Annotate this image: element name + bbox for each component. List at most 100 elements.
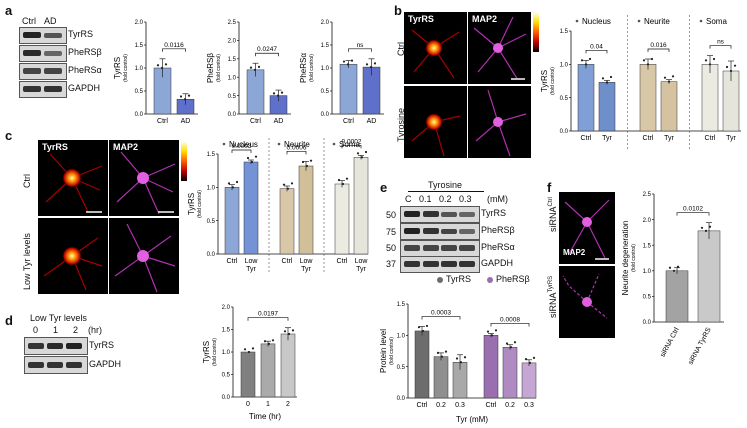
y-axis-sublabel: (fold control)	[216, 54, 222, 82]
p-value-label: 0.04	[590, 43, 603, 50]
significance-bracket	[676, 212, 710, 216]
y-tick-label: 1.5	[135, 43, 144, 49]
y-tick-label: 2.0	[222, 305, 231, 311]
data-point	[373, 62, 377, 65]
group-title: Soma	[706, 17, 727, 26]
data-point	[650, 57, 654, 61]
micro-b-map2-ctrl: MAP2	[468, 12, 531, 84]
y-tick-label: 1.5	[643, 243, 652, 249]
p-value-label: 0.0247	[257, 46, 277, 53]
data-point	[250, 160, 254, 164]
y-tick-label: 1.5	[228, 57, 237, 63]
data-point	[646, 63, 650, 66]
colorbar-b	[533, 12, 539, 52]
blot-e-lane-03: 0.3	[459, 194, 472, 204]
data-point	[249, 66, 253, 69]
scalebar-c2	[158, 211, 174, 213]
x-tick-label: siRNA Ctrl	[659, 326, 681, 358]
data-point	[532, 356, 536, 359]
data-point	[444, 350, 448, 353]
bar	[483, 335, 499, 399]
group-bullet	[222, 142, 226, 146]
x-tick-label: Ctrl	[417, 402, 428, 409]
p-value-label: 0.0003	[431, 310, 451, 317]
data-point	[341, 182, 345, 186]
data-point	[524, 358, 528, 361]
data-point	[668, 266, 672, 269]
data-point	[667, 80, 671, 83]
x-tick-label: Ctrl	[282, 258, 293, 265]
significance-bracket	[647, 48, 670, 52]
x-tick-label: Ctrl	[337, 258, 348, 265]
panel-d-label: d	[5, 313, 13, 328]
data-point	[247, 350, 251, 354]
y-tick-label: 2.0	[228, 39, 237, 45]
data-point	[187, 94, 191, 97]
y-tick-label: 1.5	[321, 43, 330, 49]
blot-d-unit: (hr)	[88, 325, 102, 335]
data-point	[455, 357, 459, 360]
blot-d-label-tyrrs: TyrRS	[89, 340, 115, 350]
group-bullet	[699, 19, 703, 23]
bar	[353, 157, 369, 255]
y-tick-label: 0.0	[222, 395, 231, 401]
micro-b-label-map2: MAP2	[472, 14, 498, 24]
data-point	[671, 75, 675, 78]
data-point	[243, 348, 247, 351]
y-tick-label: 2.0	[643, 218, 652, 224]
data-point	[459, 361, 463, 364]
data-point	[700, 226, 704, 229]
p-value-label: 0.016	[650, 42, 667, 49]
blot-e-mw-4: 37	[386, 259, 397, 269]
group-bullet	[332, 142, 336, 146]
data-point	[350, 59, 354, 62]
blot-a-label-tyrrs: TyrRS	[68, 29, 94, 39]
data-point	[729, 69, 733, 73]
row-c-ctrl: Ctrl	[22, 174, 32, 188]
y-axis-sublabel: (fold control)	[212, 338, 218, 366]
x-tick-label: Ctrl	[581, 135, 592, 142]
scalebar-f	[595, 258, 609, 260]
micro-c-tyrrs-ctrl: TyrRS	[38, 140, 108, 216]
data-point	[528, 361, 532, 365]
y-axis-sublabel: (fold control)	[197, 190, 203, 218]
blot-a-row-gapdh	[19, 81, 67, 98]
x-tick-label: Ctrl	[486, 402, 497, 409]
panel-a-label: a	[5, 3, 13, 18]
bar	[660, 81, 678, 132]
y-tick-label: 0.0	[397, 396, 406, 402]
panel-f-label: f	[547, 180, 552, 195]
y-tick-label: 2.5	[643, 192, 652, 198]
data-point	[601, 77, 605, 80]
blot-e-label-phersb: PheRSβ	[481, 225, 515, 235]
y-tick-label: 0.0	[643, 320, 652, 326]
data-point	[291, 329, 295, 332]
blot-a-label-gapdh: GAPDH	[68, 83, 101, 93]
y-axis-sublabel: (fold control)	[550, 67, 556, 95]
data-point	[309, 159, 313, 162]
row-f-ctrl: siRNACtrl	[548, 197, 558, 232]
data-point	[580, 59, 584, 62]
x-tick-label: Tyr	[246, 266, 256, 273]
blot-e-mw-2: 75	[386, 227, 397, 237]
data-point	[463, 356, 467, 359]
data-point	[513, 341, 517, 344]
data-point	[360, 156, 364, 159]
y-tick-label: 1.5	[222, 328, 231, 334]
bar	[639, 64, 657, 132]
legend-e-tyrrs-swatch	[437, 277, 443, 283]
blot-d-row-tyrrs	[24, 337, 88, 355]
y-tick-label: 1.5	[560, 29, 569, 35]
x-tick-label: Tyr	[726, 135, 736, 142]
significance-bracket	[341, 144, 362, 149]
y-tick-label: 1.0	[207, 186, 216, 192]
chart-a-phersa: 0.0 0.5 1.0 1.5 2.0 PheRSα (fold control) Ctrl A…	[299, 20, 384, 125]
y-axis-sublabel: (fold control)	[123, 54, 129, 82]
y-axis-label: Protein level	[380, 329, 388, 373]
data-point	[486, 330, 490, 333]
y-axis-sublabel: (fold control)	[631, 244, 637, 272]
legend-e-tyrrs: TyrRS	[446, 274, 472, 284]
group-title: Neurite	[284, 140, 310, 149]
x-tick-label: Ctrl	[343, 118, 354, 125]
micro-f-map2: MAP2	[563, 248, 586, 257]
